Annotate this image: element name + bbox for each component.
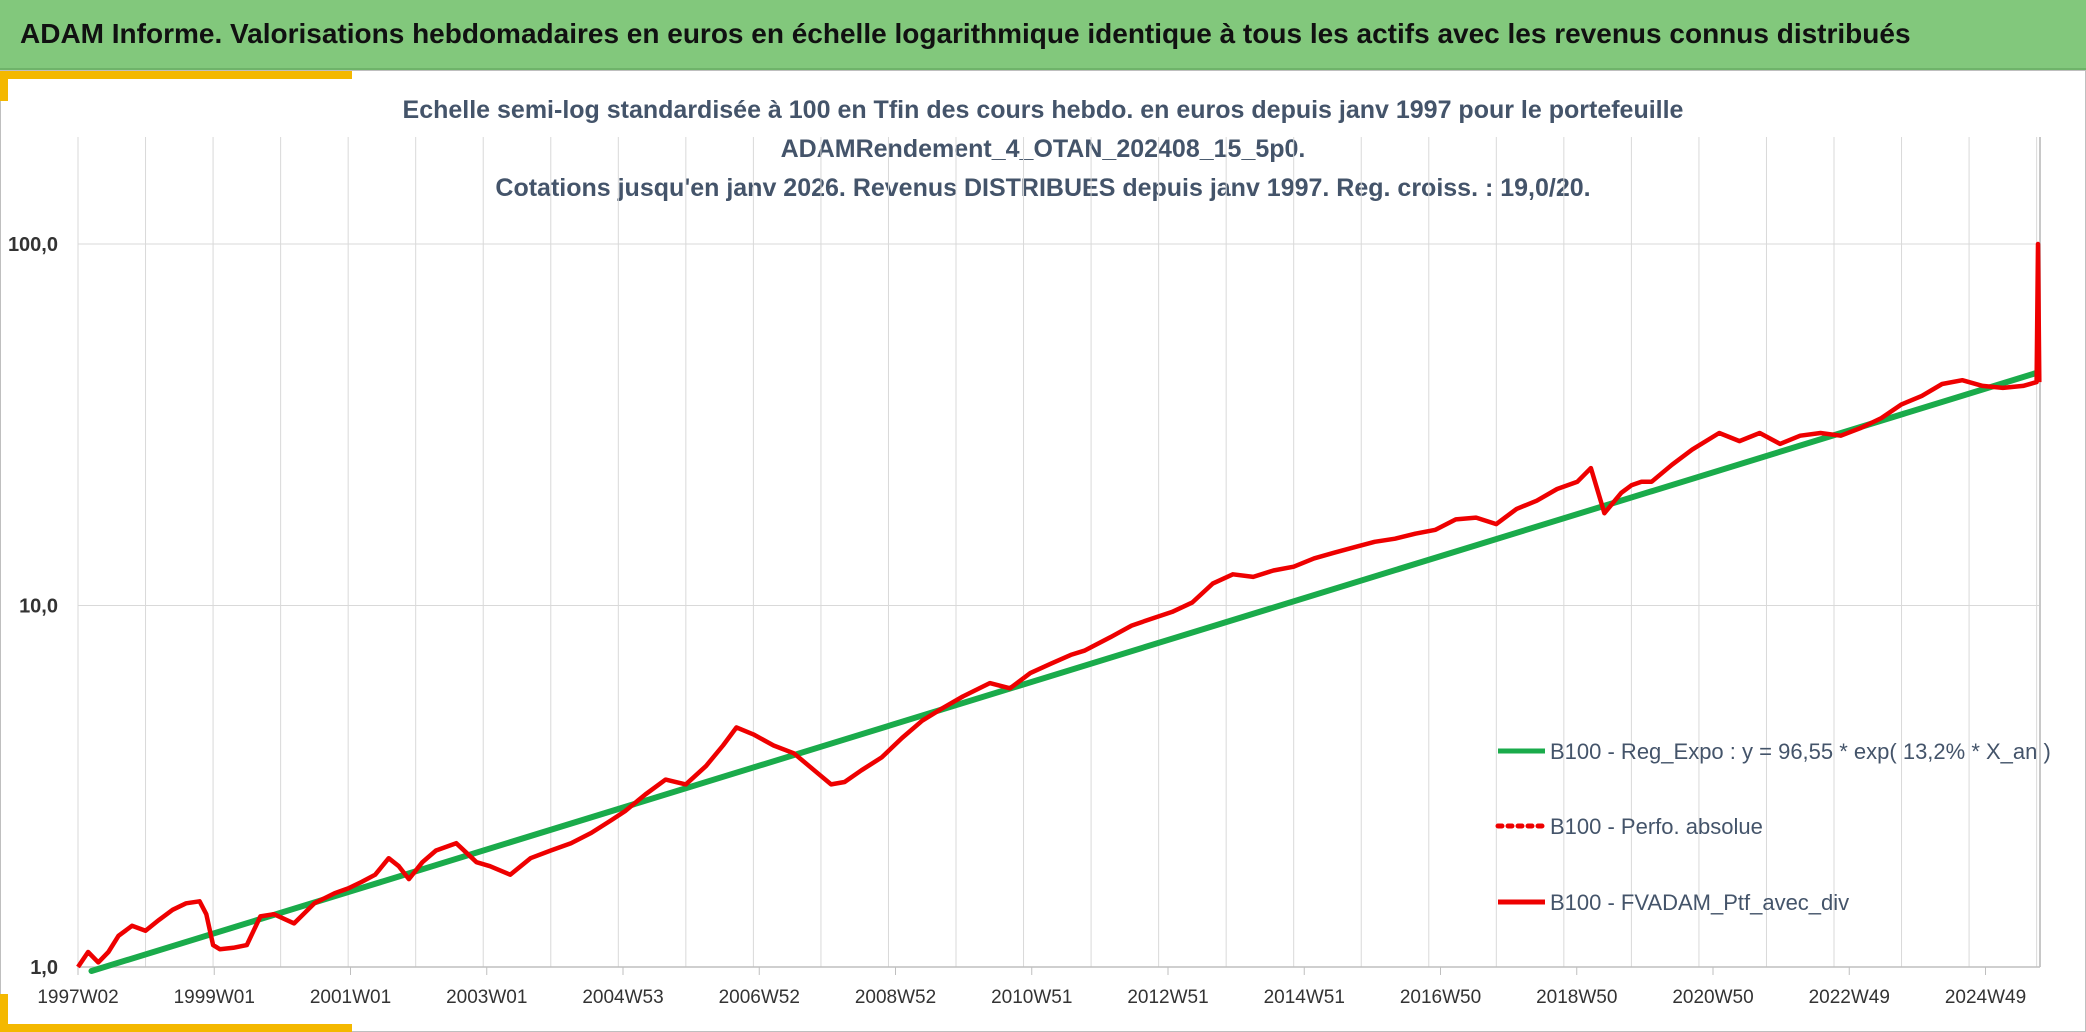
chart-title-line: Cotations jusqu'en janv 2026. Revenus DI… <box>495 174 1590 202</box>
x-tick-label: 2008W52 <box>855 987 936 1008</box>
x-tick-label: 1997W02 <box>37 987 118 1008</box>
x-tick-label: 2003W01 <box>446 987 527 1008</box>
legend-label: B100 - Reg_Expo : y = 96,55 * exp( 13,2%… <box>1550 739 2051 764</box>
chart-title-line: Echelle semi-log standardisée à 100 en T… <box>403 96 1684 124</box>
banner-title: ADAM Informe. Valorisations hebdomadaire… <box>20 18 1911 49</box>
accent-bar-bottom-left <box>0 994 8 1032</box>
x-tick-label: 2012W51 <box>1127 987 1208 1008</box>
legend-label: B100 - Perfo. absolue <box>1550 814 1763 839</box>
title-banner: ADAM Informe. Valorisations hebdomadaire… <box>0 0 2086 70</box>
accent-bar-bottom <box>0 1024 352 1032</box>
portfolio-line <box>76 241 2042 969</box>
y-tick-label: 100,0 <box>8 234 58 256</box>
x-tick-label: 1999W01 <box>174 987 255 1008</box>
x-tick-label: 2004W53 <box>582 987 663 1008</box>
x-tick-label: 2001W01 <box>310 987 391 1008</box>
x-tick-label: 2014W51 <box>1264 987 1345 1008</box>
x-tick-label: 2018W50 <box>1536 987 1617 1008</box>
accent-bar-top <box>0 71 352 79</box>
x-tick-label: 2024W49 <box>1945 987 2026 1008</box>
x-tick-label: 2010W51 <box>991 987 1072 1008</box>
chart-title-line: ADAMRendement_4_OTAN_202408_15_5p0. <box>781 135 1306 163</box>
regression-line <box>88 369 2040 974</box>
y-tick-label: 1,0 <box>30 957 58 979</box>
x-tick-label: 2006W52 <box>719 987 800 1008</box>
legend-label: B100 - FVADAM_Ptf_avec_div <box>1550 890 1849 915</box>
accent-bar-top-left <box>0 71 8 101</box>
y-tick-label: 10,0 <box>19 596 58 618</box>
x-tick-label: 2020W50 <box>1672 987 1753 1008</box>
x-tick-label: 2016W50 <box>1400 987 1481 1008</box>
x-tick-label: 2022W49 <box>1809 987 1890 1008</box>
